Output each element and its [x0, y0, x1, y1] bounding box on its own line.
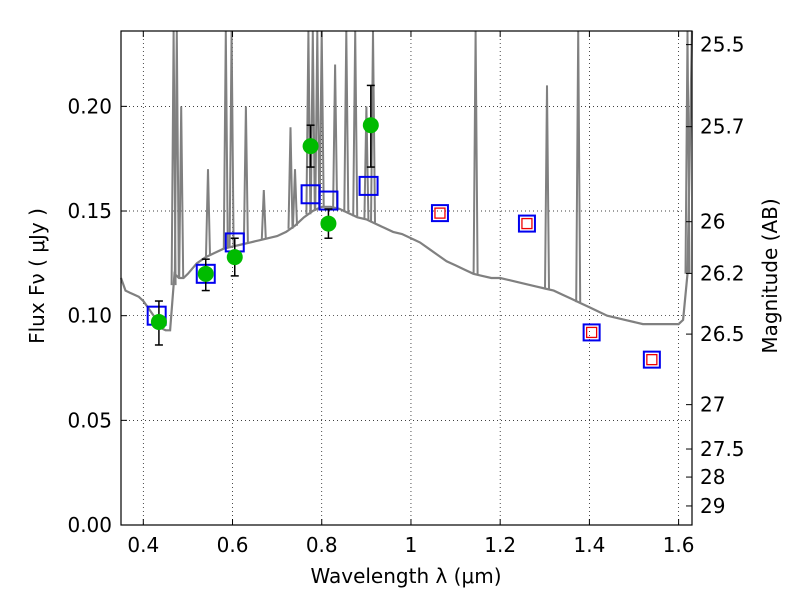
y2-tick-label: 28 — [700, 465, 725, 489]
y2-tick-label: 27.5 — [700, 437, 745, 461]
emission-line — [178, 106, 185, 279]
emission-line — [318, 30, 325, 207]
x-tick-label: 1 — [405, 533, 418, 557]
x-tick-label: 0.4 — [127, 533, 159, 557]
emission-line — [309, 30, 316, 212]
emission-line — [205, 169, 211, 257]
emission-line — [343, 30, 350, 213]
emission-line — [242, 106, 249, 244]
x-tick-label: 1.2 — [484, 533, 516, 557]
x-tick-label: 1.4 — [573, 533, 605, 557]
y-tick-label: 0.20 — [67, 94, 112, 118]
x-tick-label: 0.8 — [306, 533, 338, 557]
x-tick-label: 0.6 — [217, 533, 249, 557]
inner-red-square-marker — [646, 353, 658, 366]
inner-red-square-marker — [434, 207, 446, 219]
y-tick-label: 0.05 — [67, 408, 112, 432]
observed-flux-point — [226, 249, 243, 266]
emission-line — [305, 30, 312, 215]
template-continuum-line — [119, 30, 694, 332]
inner-red-square-marker — [585, 326, 598, 339]
emission-line — [363, 106, 370, 220]
y2-tick-label: 26.5 — [700, 322, 745, 346]
observed-flux-point — [320, 215, 337, 232]
y2-tick-label: 27 — [700, 393, 725, 417]
y2-tick-label: 29 — [700, 494, 725, 518]
x-tick-label: 1.6 — [663, 533, 695, 557]
data-points — [146, 84, 661, 369]
emission-line — [575, 30, 582, 303]
plot-frame — [120, 30, 693, 526]
model-square-marker — [642, 350, 661, 369]
model-square-marker — [358, 175, 379, 196]
x-axis-title: Wavelength λ (μm) — [310, 564, 501, 588]
y2-tick-label: 25.5 — [700, 33, 745, 57]
emission-line — [287, 127, 294, 229]
x-axis-ticks: 0.4 0.6 0.8 1 1.2 1.4 1.6 — [127, 31, 695, 557]
emission-line — [260, 190, 267, 240]
observed-flux-point — [302, 138, 319, 155]
template-spectrum — [119, 30, 694, 332]
emission-line — [173, 30, 180, 276]
y2-axis-ticks: 25.5 25.7 26 26.2 26.5 27 27.5 28 29 — [686, 33, 745, 518]
y2-axis-title: Magnitude (AB) — [758, 198, 782, 353]
emission-line — [292, 169, 298, 226]
model-square-marker — [517, 214, 536, 233]
emission-line — [228, 30, 235, 247]
model-square-marker — [430, 204, 449, 223]
emission-line — [332, 64, 339, 208]
y-axis-ticks: 0.00 0.05 0.10 0.15 0.20 — [67, 94, 127, 537]
y-axis-title: Flux Fν ( μJy ) — [25, 208, 49, 344]
emission-line — [472, 30, 479, 275]
y2-tick-label: 25.7 — [700, 115, 745, 139]
y-tick-label: 0.00 — [67, 513, 112, 537]
y-tick-label: 0.15 — [67, 199, 112, 223]
observed-flux-point — [150, 313, 167, 330]
emission-line — [544, 85, 550, 290]
y2-tick-label: 26.2 — [700, 261, 745, 285]
y2-tick-label: 26 — [700, 210, 725, 234]
model-square-marker — [582, 323, 601, 342]
emission-line — [314, 30, 321, 209]
emission-line — [352, 30, 359, 217]
inner-red-square-marker — [521, 217, 533, 230]
observed-flux-point — [197, 265, 214, 282]
observed-flux-point — [362, 117, 379, 134]
emission-line — [222, 30, 229, 249]
y-tick-label: 0.10 — [67, 304, 112, 328]
